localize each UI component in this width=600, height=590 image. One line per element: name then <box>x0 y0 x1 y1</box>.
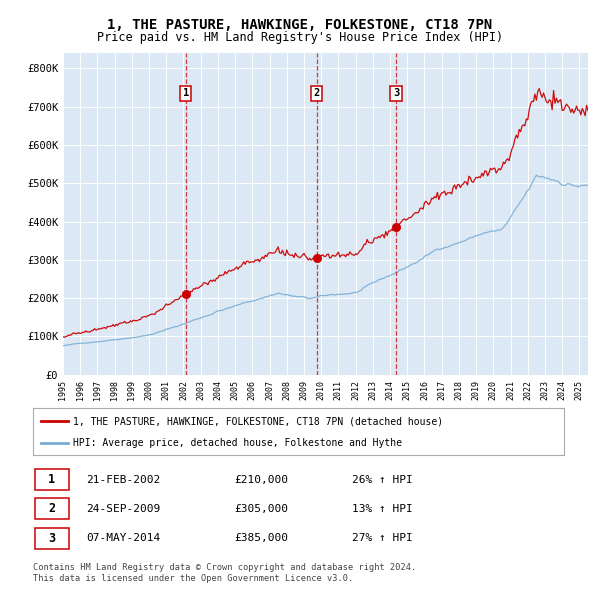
Text: 1, THE PASTURE, HAWKINGE, FOLKESTONE, CT18 7PN (detached house): 1, THE PASTURE, HAWKINGE, FOLKESTONE, CT… <box>73 416 443 426</box>
Text: 1: 1 <box>182 88 189 99</box>
Text: Price paid vs. HM Land Registry's House Price Index (HPI): Price paid vs. HM Land Registry's House … <box>97 31 503 44</box>
FancyBboxPatch shape <box>35 527 69 549</box>
Text: 26% ↑ HPI: 26% ↑ HPI <box>352 474 412 484</box>
Text: £385,000: £385,000 <box>235 533 289 543</box>
Text: 21-FEB-2002: 21-FEB-2002 <box>86 474 160 484</box>
Text: HPI: Average price, detached house, Folkestone and Hythe: HPI: Average price, detached house, Folk… <box>73 438 402 448</box>
Text: 3: 3 <box>393 88 399 99</box>
Text: 13% ↑ HPI: 13% ↑ HPI <box>352 504 412 514</box>
Text: £305,000: £305,000 <box>235 504 289 514</box>
Text: 24-SEP-2009: 24-SEP-2009 <box>86 504 160 514</box>
Text: 27% ↑ HPI: 27% ↑ HPI <box>352 533 412 543</box>
Text: 07-MAY-2014: 07-MAY-2014 <box>86 533 160 543</box>
Text: 1: 1 <box>48 473 55 486</box>
Text: 1, THE PASTURE, HAWKINGE, FOLKESTONE, CT18 7PN: 1, THE PASTURE, HAWKINGE, FOLKESTONE, CT… <box>107 18 493 32</box>
Text: 2: 2 <box>313 88 320 99</box>
FancyBboxPatch shape <box>35 469 69 490</box>
Text: 2: 2 <box>48 502 55 516</box>
Text: £210,000: £210,000 <box>235 474 289 484</box>
Text: Contains HM Land Registry data © Crown copyright and database right 2024.: Contains HM Land Registry data © Crown c… <box>33 563 416 572</box>
Text: This data is licensed under the Open Government Licence v3.0.: This data is licensed under the Open Gov… <box>33 573 353 583</box>
Text: 3: 3 <box>48 532 55 545</box>
FancyBboxPatch shape <box>35 499 69 519</box>
